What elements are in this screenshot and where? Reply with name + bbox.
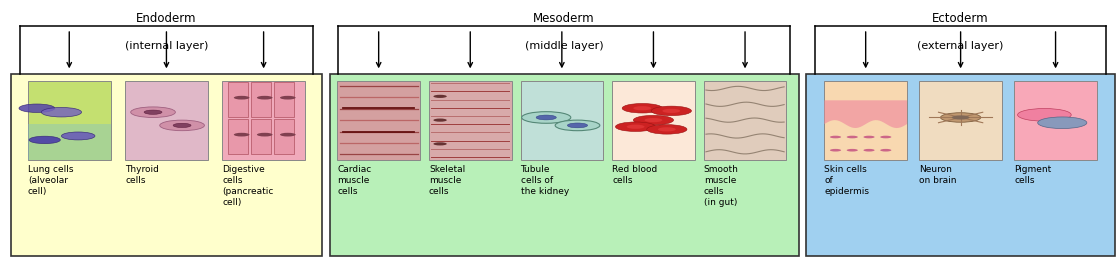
Bar xyxy=(274,82,294,117)
Circle shape xyxy=(41,107,82,117)
Circle shape xyxy=(615,122,656,131)
Bar xyxy=(251,119,270,154)
Bar xyxy=(28,124,111,160)
Text: (internal layer): (internal layer) xyxy=(125,41,208,51)
Text: Smooth
muscle
cells
(in gut): Smooth muscle cells (in gut) xyxy=(704,165,738,207)
Circle shape xyxy=(280,96,296,100)
Bar xyxy=(228,82,248,117)
Circle shape xyxy=(847,136,858,138)
Bar xyxy=(11,74,322,256)
Circle shape xyxy=(433,142,447,145)
Bar xyxy=(330,74,799,256)
Text: Tubule
cells of
the kidney: Tubule cells of the kidney xyxy=(521,165,569,196)
Bar xyxy=(125,81,208,160)
Circle shape xyxy=(536,115,556,120)
Bar xyxy=(1014,81,1097,160)
Text: (middle layer): (middle layer) xyxy=(525,41,603,51)
Circle shape xyxy=(29,136,60,144)
Bar xyxy=(274,119,294,154)
Circle shape xyxy=(567,123,588,128)
Bar xyxy=(806,74,1115,256)
Circle shape xyxy=(61,132,95,140)
Bar xyxy=(222,81,305,160)
Bar xyxy=(612,81,695,160)
Circle shape xyxy=(622,103,662,113)
Circle shape xyxy=(863,149,875,152)
Circle shape xyxy=(257,133,273,136)
Circle shape xyxy=(658,127,676,131)
Circle shape xyxy=(233,133,249,136)
Bar xyxy=(228,119,248,154)
Text: Endoderm: Endoderm xyxy=(136,12,197,25)
Text: Mesoderm: Mesoderm xyxy=(533,12,595,25)
Bar xyxy=(704,81,786,160)
Text: Cardiac
muscle
cells: Cardiac muscle cells xyxy=(337,165,372,196)
Circle shape xyxy=(257,96,273,100)
Text: Ectoderm: Ectoderm xyxy=(933,12,989,25)
Circle shape xyxy=(433,119,447,122)
Circle shape xyxy=(233,96,249,100)
Text: Skin cells
of
epidermis: Skin cells of epidermis xyxy=(824,165,869,196)
Circle shape xyxy=(847,149,858,152)
Bar xyxy=(919,81,1002,160)
Circle shape xyxy=(1018,109,1071,121)
Text: Pigment
cells: Pigment cells xyxy=(1014,165,1051,185)
Text: Thyroid
cells: Thyroid cells xyxy=(125,165,159,185)
Circle shape xyxy=(160,120,204,131)
Circle shape xyxy=(144,110,162,114)
Bar xyxy=(521,81,603,160)
Bar xyxy=(824,81,907,160)
Bar xyxy=(429,81,512,160)
Circle shape xyxy=(633,115,674,125)
Text: Red blood
cells: Red blood cells xyxy=(612,165,658,185)
Circle shape xyxy=(830,136,841,138)
Bar xyxy=(28,81,111,160)
Text: Skeletal
muscle
cells: Skeletal muscle cells xyxy=(429,165,465,196)
Circle shape xyxy=(645,118,662,122)
Circle shape xyxy=(830,149,841,152)
Text: Neuron
on brain: Neuron on brain xyxy=(919,165,957,185)
Circle shape xyxy=(173,123,191,128)
Circle shape xyxy=(662,109,680,113)
Circle shape xyxy=(1038,117,1087,129)
Text: Digestive
cells
(pancreatic
cell): Digestive cells (pancreatic cell) xyxy=(222,165,274,207)
Circle shape xyxy=(633,106,651,110)
Circle shape xyxy=(647,125,687,134)
Circle shape xyxy=(522,112,571,123)
Text: (external layer): (external layer) xyxy=(917,41,1004,51)
Circle shape xyxy=(555,120,600,131)
Circle shape xyxy=(863,136,875,138)
Bar xyxy=(251,82,270,117)
Circle shape xyxy=(651,106,691,116)
Circle shape xyxy=(880,149,891,152)
Circle shape xyxy=(131,107,175,117)
Circle shape xyxy=(19,104,55,112)
Bar xyxy=(337,81,420,160)
Circle shape xyxy=(627,125,645,129)
Circle shape xyxy=(880,136,891,138)
Circle shape xyxy=(941,113,981,122)
Text: Lung cells
(alveolar
cell): Lung cells (alveolar cell) xyxy=(28,165,74,196)
Circle shape xyxy=(433,95,447,98)
Circle shape xyxy=(952,115,970,120)
Circle shape xyxy=(280,133,296,136)
